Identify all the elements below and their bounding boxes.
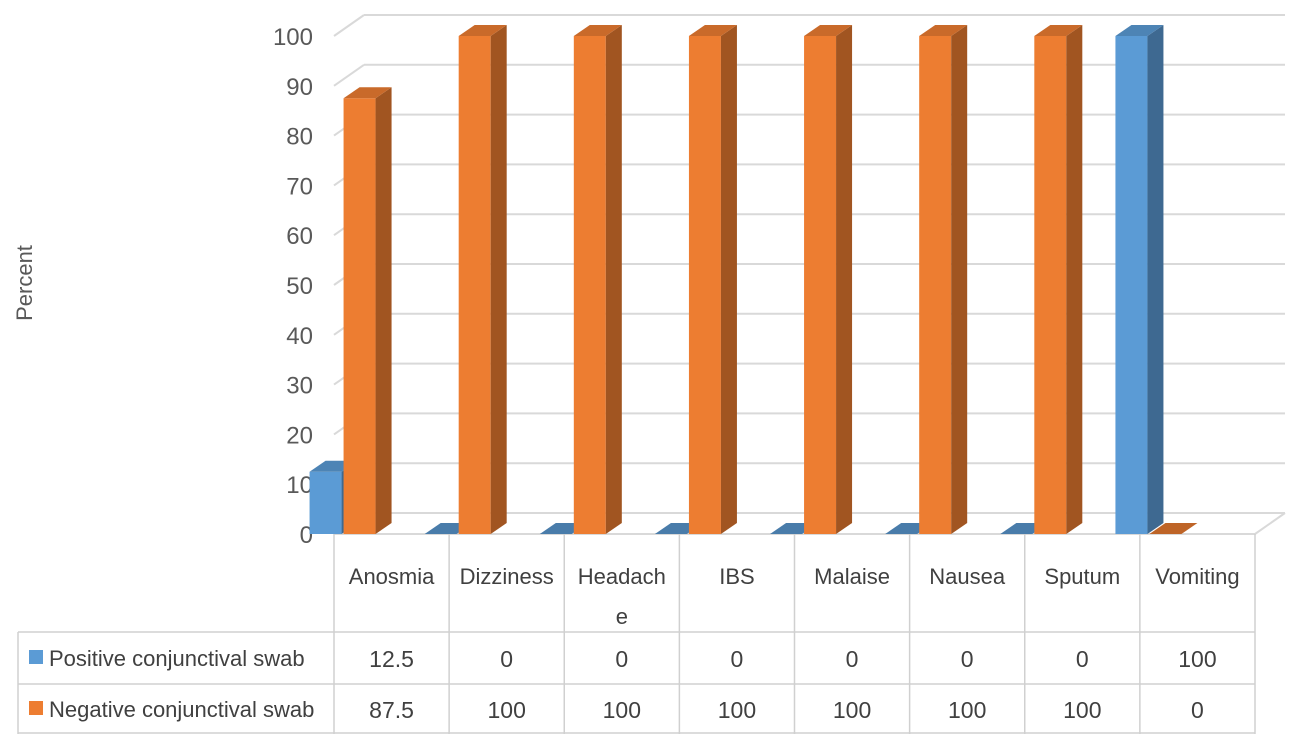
side-gridline bbox=[333, 14, 365, 37]
x-category-label: e bbox=[616, 604, 628, 629]
bars bbox=[309, 25, 1198, 534]
bar-top bbox=[919, 25, 968, 36]
table-value: 0 bbox=[500, 646, 513, 672]
y-axis-title: Percent bbox=[12, 245, 37, 321]
bar-top bbox=[688, 25, 737, 36]
y-tick-label: 50 bbox=[286, 273, 313, 300]
legend-key bbox=[29, 650, 43, 664]
table-value: 0 bbox=[1076, 646, 1089, 672]
side-gridline bbox=[333, 63, 365, 87]
bar bbox=[1115, 25, 1164, 534]
legend-label: Positive conjunctival swab bbox=[49, 646, 305, 671]
bar-top bbox=[1149, 523, 1198, 534]
bar-front bbox=[688, 36, 721, 534]
y-tick-label: 80 bbox=[286, 124, 313, 151]
legend-key bbox=[29, 701, 43, 715]
table-value: 100 bbox=[718, 697, 756, 723]
bar bbox=[573, 25, 622, 534]
table-value: 0 bbox=[1191, 697, 1204, 723]
bar-top bbox=[804, 25, 853, 36]
bar-front bbox=[458, 36, 491, 534]
bar bbox=[343, 87, 392, 534]
table-value: 87.5 bbox=[369, 697, 414, 723]
x-category-label: Headach bbox=[578, 564, 666, 589]
y-tick-label: 100 bbox=[273, 24, 313, 51]
bar-front bbox=[919, 36, 952, 534]
legend-label: Negative conjunctival swab bbox=[49, 697, 314, 722]
bar-front bbox=[804, 36, 837, 534]
data-table: Anosmia Dizziness Headach e IBS Malaise Nausea… bbox=[17, 534, 1256, 734]
bar bbox=[458, 25, 507, 534]
bar-front bbox=[343, 98, 376, 534]
bar-side bbox=[605, 25, 622, 534]
bar bbox=[1034, 25, 1083, 534]
bar-top bbox=[1115, 25, 1164, 36]
table-value: 0 bbox=[846, 646, 859, 672]
bar-top bbox=[573, 25, 622, 36]
bar-side bbox=[375, 87, 392, 534]
x-category-label: Nausea bbox=[929, 564, 1006, 589]
bar bbox=[804, 25, 853, 534]
x-category-label: Anosmia bbox=[349, 564, 435, 589]
bar-side bbox=[1066, 25, 1083, 534]
bar-side bbox=[720, 25, 737, 534]
bar-top bbox=[1034, 25, 1083, 36]
y-tick-label: 60 bbox=[286, 223, 313, 250]
bar-top bbox=[458, 25, 507, 36]
bar-side bbox=[951, 25, 968, 534]
bar-front bbox=[573, 36, 606, 534]
bar-side bbox=[490, 25, 507, 534]
table-value: 100 bbox=[1178, 646, 1216, 672]
table-value: 100 bbox=[1063, 697, 1101, 723]
bar bbox=[919, 25, 968, 534]
x-category-label: Vomiting bbox=[1155, 564, 1239, 589]
table-value: 12.5 bbox=[369, 646, 414, 672]
x-category-label: Malaise bbox=[814, 564, 890, 589]
y-tick-label: 30 bbox=[286, 373, 313, 400]
floor-right-edge bbox=[1254, 512, 1286, 535]
y-tick-label: 90 bbox=[286, 74, 313, 101]
bar-front bbox=[309, 471, 342, 534]
bar-front bbox=[1115, 36, 1148, 534]
y-tick-label: 10 bbox=[286, 472, 313, 499]
table-value: 0 bbox=[731, 646, 744, 672]
bar bbox=[688, 25, 737, 534]
x-category-label: IBS bbox=[719, 564, 754, 589]
table-value: 100 bbox=[948, 697, 986, 723]
bar-side bbox=[836, 25, 853, 534]
table-value: 0 bbox=[615, 646, 628, 672]
bar-front bbox=[1034, 36, 1067, 534]
table-value: 100 bbox=[833, 697, 871, 723]
y-tick-label: 20 bbox=[286, 422, 313, 449]
bar-side bbox=[1147, 25, 1164, 534]
bar bbox=[1149, 523, 1198, 534]
table-value: 100 bbox=[603, 697, 641, 723]
y-tick-label: 40 bbox=[286, 323, 313, 350]
table-value: 100 bbox=[488, 697, 526, 723]
table-value: 0 bbox=[961, 646, 974, 672]
y-tick-label: 70 bbox=[286, 173, 313, 200]
bar-top bbox=[343, 87, 392, 99]
x-category-label: Dizziness bbox=[460, 564, 554, 589]
x-category-label: Sputum bbox=[1044, 564, 1120, 589]
